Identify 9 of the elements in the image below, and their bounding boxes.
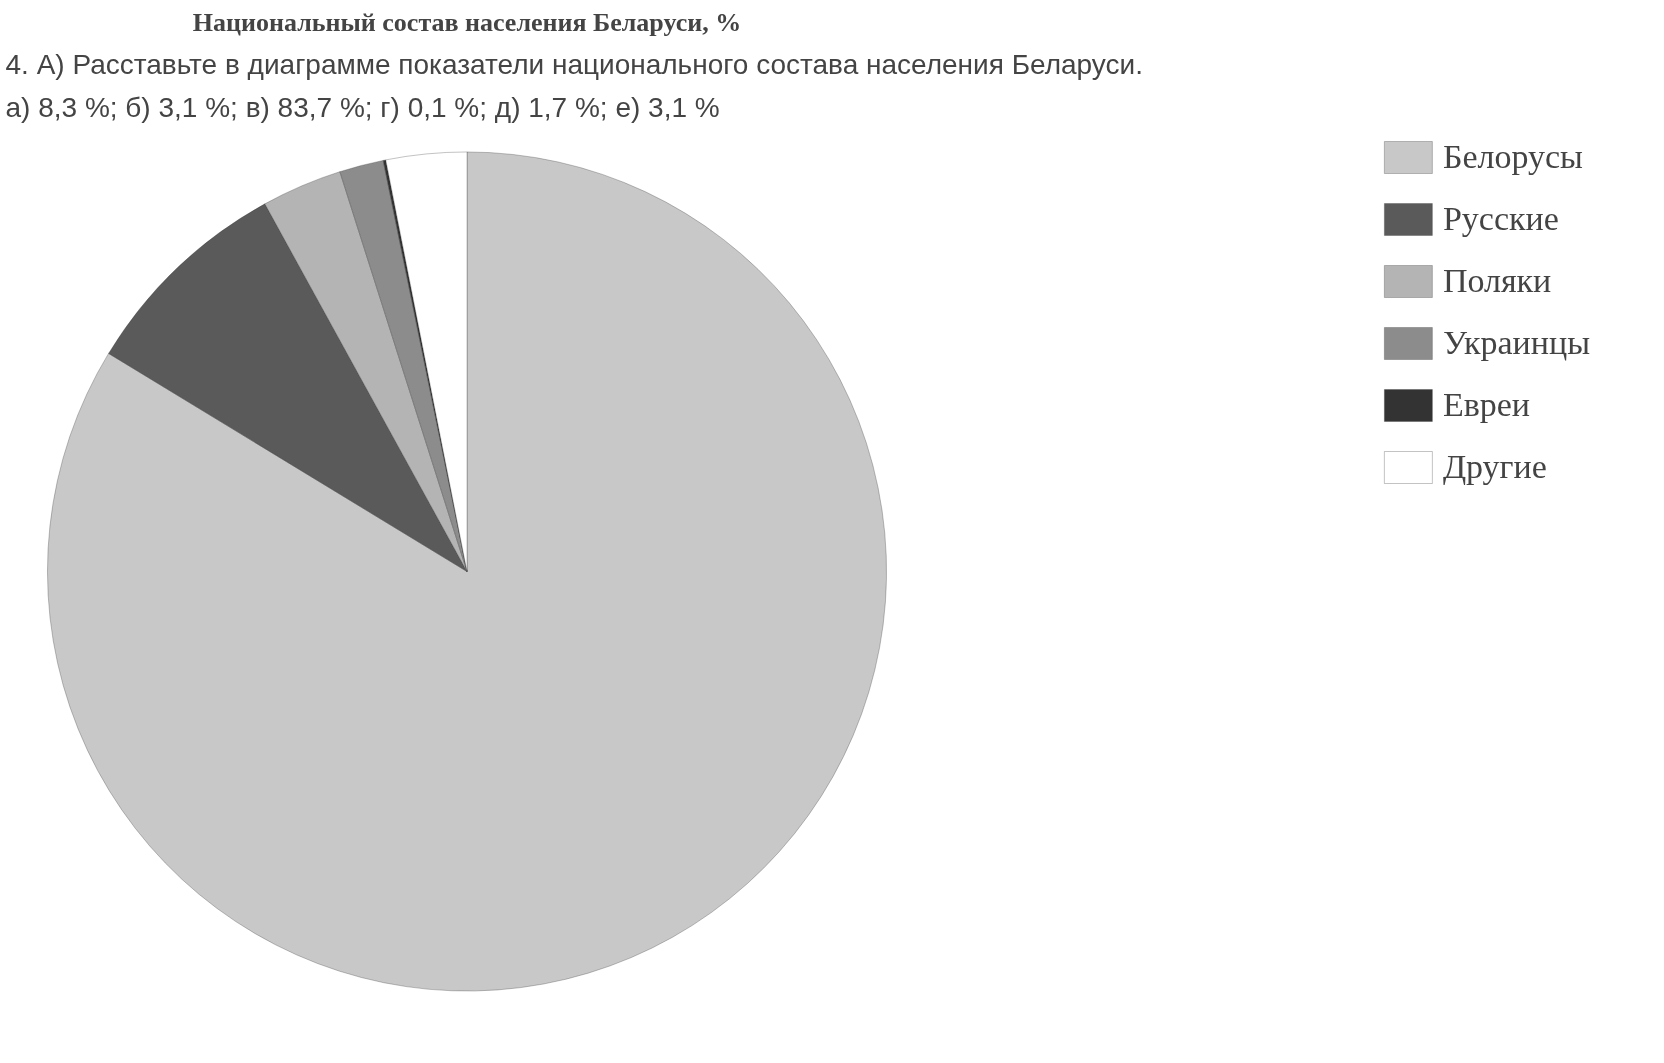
legend-label: Евреи — [1442, 386, 1530, 424]
legend-label: Русские — [1442, 200, 1559, 238]
text: 4. А) Расставьте в диаграмме показатели национального состава населения Беларуси. — [5, 48, 1143, 80]
legend-label: Другие — [1442, 448, 1547, 486]
legend-label: Поляки — [1442, 262, 1552, 300]
legend-label: Украинцы — [1442, 324, 1590, 362]
legend-label: Белорусы — [1442, 138, 1583, 176]
text: а) 8,3 %; б) 3,1 %; в) 83,7 %; г) 0,1 %; д) 1,7 %; е) 3,1 % — [5, 91, 720, 123]
chart-title: Национальный состав населения Беларуси, % — [192, 7, 742, 37]
